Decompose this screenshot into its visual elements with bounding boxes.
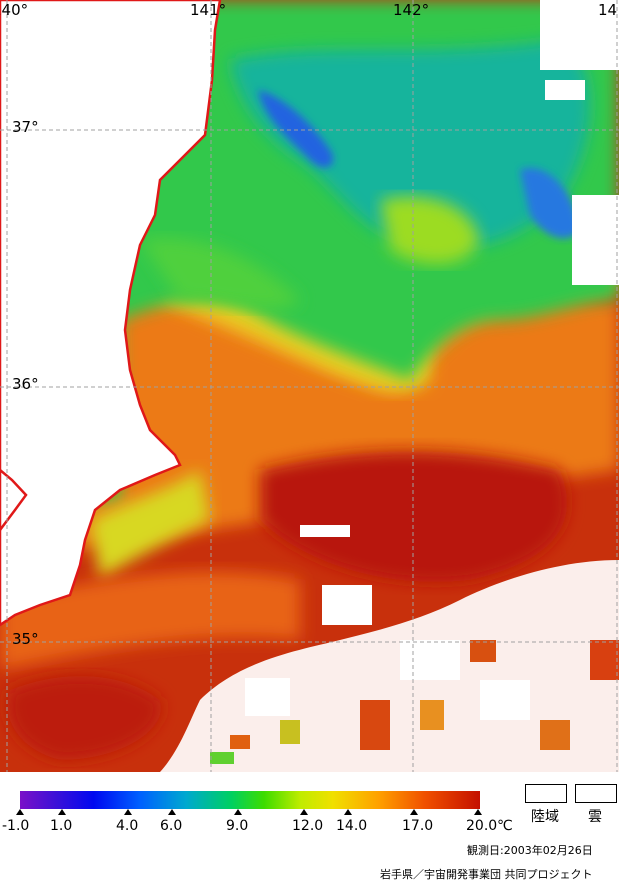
lon-label-140: 140°: [0, 1, 29, 19]
legend-cloud-swatch: [575, 784, 617, 803]
colorbar-tick-mark: [168, 809, 176, 815]
colorbar-tick-label: 17.0: [402, 818, 434, 834]
observation-date: 観測日:2003年02月26日: [467, 844, 593, 857]
colorbar-tick-label: 9.0: [226, 818, 249, 834]
legend-land-swatch: [525, 784, 567, 803]
land-honshu: [0, 0, 222, 627]
legend-land-label: 陸域: [531, 809, 559, 825]
zone-green-mid: [140, 238, 300, 309]
cloud-patch: [572, 195, 619, 285]
colorbar-tick-label: 12.0: [292, 818, 324, 834]
colorbar-tick-label: 4.0: [116, 818, 139, 834]
lat-label-35: 35°: [12, 630, 39, 648]
legend-cloud-label: 雲: [588, 809, 602, 825]
lat-label-37: 37°: [12, 118, 39, 136]
lon-label-143: 14: [598, 1, 618, 19]
zone-deep-red-sw: [7, 676, 162, 760]
cloud-patch: [480, 680, 530, 720]
speckle: [590, 640, 619, 680]
temperature-colorbar: [20, 791, 480, 809]
colorbar-tick-mark: [474, 809, 482, 815]
cloud-cover: [160, 0, 619, 772]
colorbar-tick-label: 1.0: [50, 818, 73, 834]
speckle: [470, 640, 496, 662]
lat-label-36: 36°: [12, 375, 39, 393]
colorbar-tick-mark: [16, 809, 24, 815]
colorbar-tick-label: 14.0: [336, 818, 368, 834]
cloud-patch: [400, 640, 460, 680]
credit-line: 岩手県／宇宙開発事業団 共同プロジェクト: [380, 868, 593, 881]
graticule: [0, 0, 619, 772]
colorbar-tick-mark: [58, 809, 66, 815]
lon-label-141: 141°: [190, 1, 227, 19]
speckle: [210, 752, 234, 764]
speckle: [280, 720, 300, 744]
cloud-patch: [322, 585, 372, 625]
lon-label-142: 142°: [393, 1, 430, 19]
cloud-patch: [245, 678, 290, 716]
zone-orange-south: [0, 571, 300, 670]
zone-teal: [230, 40, 590, 248]
speckle: [360, 700, 390, 750]
colorbar-tick-mark: [124, 809, 132, 815]
zone-yellow-green: [380, 196, 480, 264]
zone-deep-red: [260, 451, 568, 582]
cloud-patch: [300, 525, 350, 537]
colorbar-tick-mark: [300, 809, 308, 815]
temperature-zones: [0, 0, 619, 760]
speckle: [230, 735, 250, 749]
cloud-patch: [545, 80, 585, 100]
zone-blue: [258, 90, 334, 168]
colorbar-tick-label: -1.0: [2, 818, 30, 834]
colorbar-tick-mark: [410, 809, 418, 815]
cloud-speckle: [210, 640, 619, 764]
colorbar-tick-mark: [344, 809, 352, 815]
colorbar-unit: ℃: [497, 818, 513, 834]
colorbar-tick-mark: [234, 809, 242, 815]
cloud-patch: [540, 0, 619, 70]
zone-blue-east: [520, 168, 580, 239]
colorbar-tick-label: 20.0: [466, 818, 498, 834]
speckle: [540, 720, 570, 750]
sea-surface-temperature-map: [0, 0, 619, 772]
speckle: [420, 700, 444, 730]
colorbar-tick-label: 6.0: [160, 818, 183, 834]
zone-yellow-west: [90, 470, 210, 580]
